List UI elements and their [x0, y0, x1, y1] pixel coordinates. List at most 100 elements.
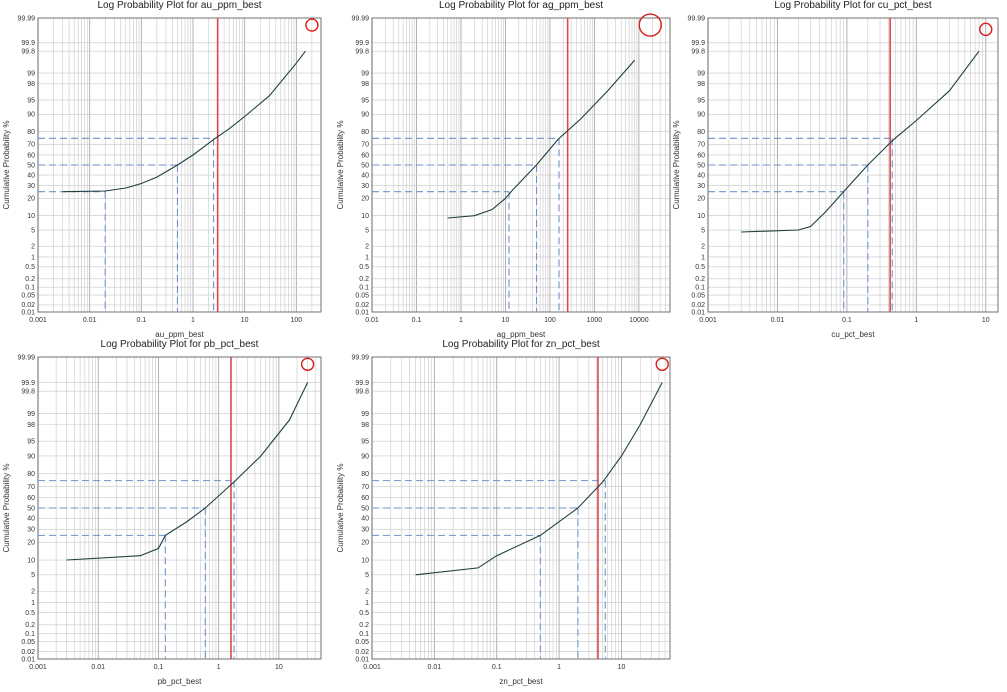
- y-tick-label: 0.1: [25, 284, 35, 291]
- y-tick-label: 0.02: [21, 649, 35, 656]
- y-tick-label: 0.01: [21, 656, 35, 663]
- y-tick-label: 0.02: [691, 302, 705, 309]
- y-tick-label: 99.99: [351, 15, 369, 22]
- probability-curve: [447, 59, 636, 219]
- x-tick-label: 10: [502, 317, 510, 324]
- outlier-marker: [979, 22, 993, 37]
- y-tick-label: 1: [701, 254, 705, 261]
- y-tick-label: 60: [361, 152, 369, 159]
- y-tick-label: 30: [27, 183, 35, 190]
- chart-2: 0.010.020.050.10.20.51251020304050607080…: [336, 0, 671, 339]
- y-tick-label: 20: [361, 196, 369, 203]
- y-tick-label: 95: [27, 439, 35, 446]
- y-tick-label: 98: [697, 81, 705, 88]
- y-tick-label: 2: [31, 243, 35, 250]
- y-tick-label: 0.5: [695, 264, 705, 271]
- y-tick-label: 5: [31, 227, 35, 234]
- y-tick-label: 2: [31, 589, 35, 596]
- y-tick-label: 5: [701, 227, 705, 234]
- y-tick-label: 10: [361, 557, 369, 564]
- x-tick-label: 0.1: [412, 317, 422, 324]
- y-tick-label: 40: [361, 172, 369, 179]
- x-axis-label: pb_pct_best: [158, 677, 202, 686]
- y-tick-label: 10: [27, 213, 35, 220]
- y-tick-label: 99: [361, 70, 369, 77]
- x-tick-label: 0.01: [83, 317, 97, 324]
- x-tick-label: 0.01: [428, 664, 442, 671]
- y-tick-label: 0.1: [25, 631, 35, 638]
- y-axis-label: Cumulative Probability %: [2, 121, 11, 210]
- y-tick-label: 10: [361, 213, 369, 220]
- y-tick-label: 0.01: [355, 309, 369, 316]
- y-tick-label: 90: [361, 112, 369, 119]
- y-tick-label: 10: [27, 557, 35, 564]
- y-tick-label: 99.99: [17, 15, 35, 22]
- x-tick-label: 10: [241, 317, 249, 324]
- y-tick-label: 99.9: [21, 40, 35, 47]
- y-tick-label: 98: [27, 81, 35, 88]
- y-axis-label: Cumulative Probability %: [672, 121, 681, 210]
- x-tick-label: 0.01: [365, 317, 379, 324]
- y-tick-label: 95: [361, 439, 369, 446]
- y-tick-label: 0.5: [25, 264, 35, 271]
- y-tick-label: 0.02: [355, 302, 369, 309]
- y-tick-label: 99.99: [351, 354, 369, 361]
- x-axis-label: ag_ppm_best: [497, 330, 546, 339]
- x-tick-label: 10: [618, 664, 626, 671]
- y-tick-label: 2: [701, 243, 705, 250]
- chart-title: Log Probability Plot for pb_pct_best: [101, 339, 259, 350]
- x-tick-label: 10: [982, 317, 990, 324]
- outlier-marker: [300, 357, 315, 371]
- y-tick-label: 40: [361, 516, 369, 523]
- y-tick-label: 30: [361, 183, 369, 190]
- x-tick-label: 0.01: [771, 317, 785, 324]
- chart-title: Log Probability Plot for ag_ppm_best: [439, 0, 603, 11]
- y-tick-label: 80: [27, 471, 35, 478]
- x-tick-label: 0.001: [29, 664, 47, 671]
- y-tick-label: 99.9: [691, 40, 705, 47]
- chart-title: Log Probability Plot for zn_pct_best: [442, 339, 600, 350]
- y-tick-label: 0.2: [25, 276, 35, 283]
- y-tick-label: 0.05: [355, 292, 369, 299]
- y-tick-label: 20: [27, 539, 35, 546]
- chart-title: Log Probability Plot for cu_pct_best: [774, 0, 932, 11]
- y-tick-label: 99: [27, 70, 35, 77]
- y-tick-label: 0.05: [21, 292, 35, 299]
- chart-1: 0.010.020.050.10.20.51251020304050607080…: [2, 0, 322, 339]
- y-tick-label: 5: [365, 572, 369, 579]
- y-tick-label: 0.2: [695, 276, 705, 283]
- y-tick-label: 50: [361, 505, 369, 512]
- y-axis-label: Cumulative Probability %: [2, 464, 11, 553]
- y-tick-label: 95: [27, 97, 35, 104]
- y-tick-label: 1: [31, 254, 35, 261]
- y-tick-label: 50: [361, 162, 369, 169]
- y-axis-label: Cumulative Probability %: [336, 464, 345, 553]
- x-tick-label: 0.1: [154, 664, 164, 671]
- x-tick-label: 0.001: [29, 317, 47, 324]
- y-tick-label: 99.99: [17, 354, 35, 361]
- chart-title: Log Probability Plot for au_ppm_best: [98, 0, 262, 11]
- y-tick-label: 98: [27, 422, 35, 429]
- y-tick-label: 95: [361, 97, 369, 104]
- y-tick-label: 50: [27, 162, 35, 169]
- y-tick-label: 30: [27, 527, 35, 534]
- y-tick-label: 10: [697, 213, 705, 220]
- y-tick-label: 98: [361, 81, 369, 88]
- chart-4: 0.010.020.050.10.20.51251020304050607080…: [2, 339, 322, 686]
- y-tick-label: 60: [697, 152, 705, 159]
- y-tick-label: 80: [361, 129, 369, 136]
- y-tick-label: 99.8: [355, 388, 369, 395]
- x-tick-label: 100: [544, 317, 556, 324]
- y-tick-label: 30: [697, 183, 705, 190]
- y-tick-label: 60: [27, 152, 35, 159]
- y-tick-label: 5: [365, 227, 369, 234]
- y-tick-label: 0.1: [359, 631, 369, 638]
- x-tick-label: 0.1: [136, 317, 146, 324]
- x-tick-label: 0.1: [492, 664, 502, 671]
- y-tick-label: 90: [27, 112, 35, 119]
- outlier-marker: [305, 18, 319, 32]
- x-tick-label: 1: [557, 664, 561, 671]
- y-tick-label: 5: [31, 572, 35, 579]
- probability-curve: [741, 50, 980, 233]
